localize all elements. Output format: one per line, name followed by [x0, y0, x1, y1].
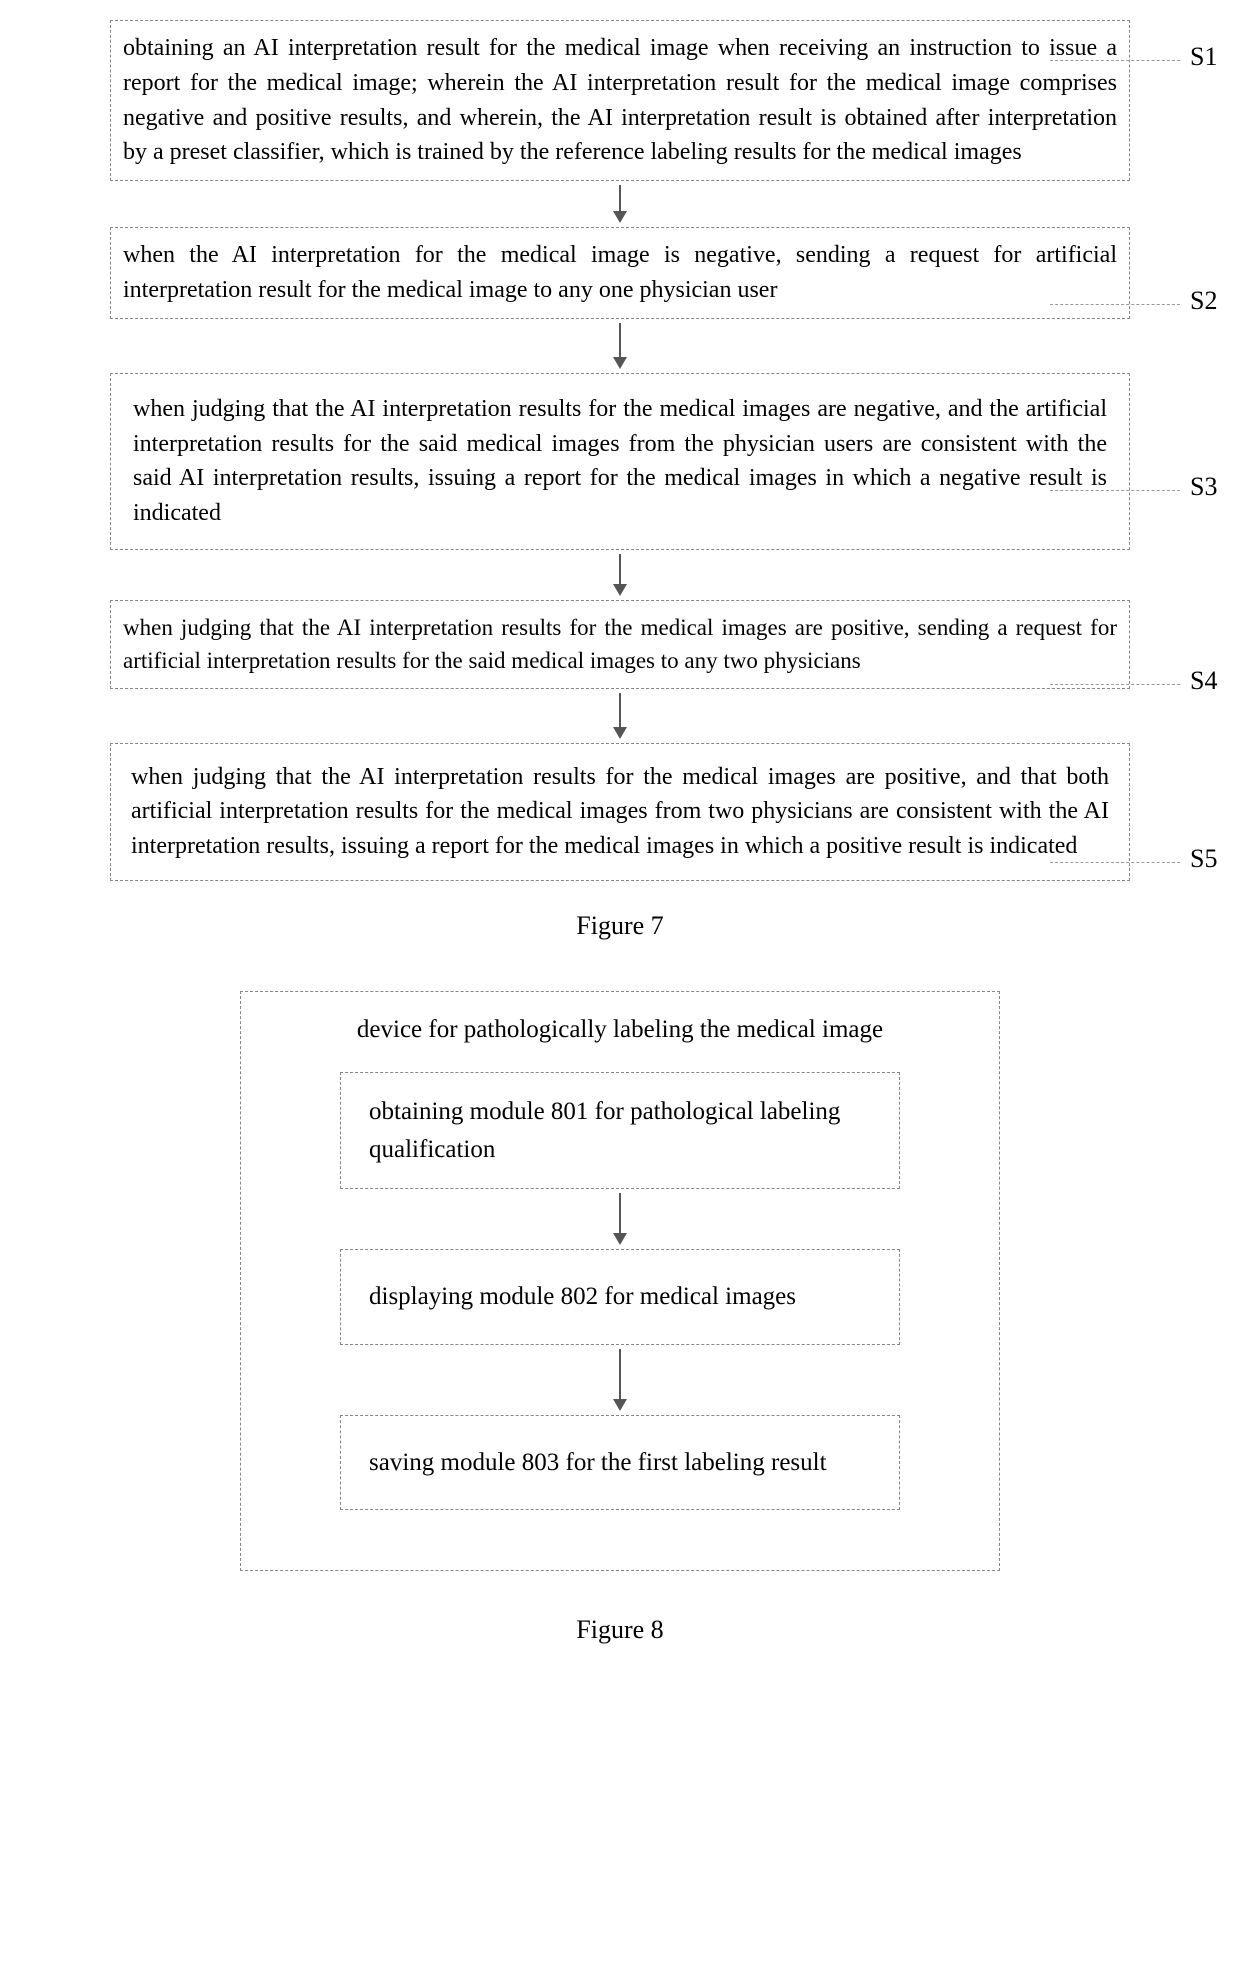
step-text: when judging that the AI interpretation … — [131, 764, 1109, 860]
label-s4: S4 — [1190, 666, 1217, 696]
figure-7: obtaining an AI interpretation result fo… — [20, 20, 1220, 941]
arrow-s2-s3 — [613, 323, 627, 369]
arrow-s3-s4 — [613, 554, 627, 596]
figure-8: device for pathologically labeling the m… — [20, 991, 1220, 1645]
arrow-801-802 — [613, 1193, 627, 1245]
leader-s4 — [1050, 684, 1180, 685]
arrow-s4-s5 — [613, 693, 627, 739]
module-801: obtaining module 801 for pathological la… — [340, 1072, 900, 1189]
device-modules: obtaining module 801 for pathological la… — [281, 1072, 959, 1510]
step-text: when the AI interpretation for the medic… — [123, 242, 1117, 303]
module-802: displaying module 802 for medical images — [340, 1249, 900, 1345]
flow-step-s2: when the AI interpretation for the medic… — [110, 227, 1130, 319]
label-s3: S3 — [1190, 472, 1217, 502]
label-s5: S5 — [1190, 844, 1217, 874]
leader-s3 — [1050, 490, 1180, 491]
arrow-s1-s2 — [613, 185, 627, 223]
figure-7-flow: obtaining an AI interpretation result fo… — [20, 20, 1220, 881]
arrow-802-803 — [613, 1349, 627, 1411]
module-803: saving module 803 for the first labeling… — [340, 1415, 900, 1511]
step-text: when judging that the AI interpretation … — [123, 615, 1117, 673]
device-outer-box: device for pathologically labeling the m… — [240, 991, 1000, 1571]
leader-s5 — [1050, 862, 1180, 863]
flow-step-s5: when judging that the AI interpretation … — [110, 743, 1130, 881]
leader-s1 — [1050, 60, 1180, 61]
step-text: when judging that the AI interpretation … — [133, 396, 1107, 526]
module-text: saving module 803 for the first labeling… — [369, 1449, 827, 1476]
figure-7-caption: Figure 7 — [20, 911, 1220, 941]
flow-step-s1: obtaining an AI interpretation result fo… — [110, 20, 1130, 181]
module-text: obtaining module 801 for pathological la… — [369, 1098, 840, 1163]
device-title: device for pathologically labeling the m… — [281, 1016, 959, 1044]
label-s1: S1 — [1190, 42, 1217, 72]
figure-8-caption: Figure 8 — [20, 1615, 1220, 1645]
flow-step-s4: when judging that the AI interpretation … — [110, 600, 1130, 689]
flow-step-s3: when judging that the AI interpretation … — [110, 373, 1130, 550]
step-text: obtaining an AI interpretation result fo… — [123, 35, 1117, 165]
label-s2: S2 — [1190, 286, 1217, 316]
module-text: displaying module 802 for medical images — [369, 1283, 796, 1310]
leader-s2 — [1050, 304, 1180, 305]
